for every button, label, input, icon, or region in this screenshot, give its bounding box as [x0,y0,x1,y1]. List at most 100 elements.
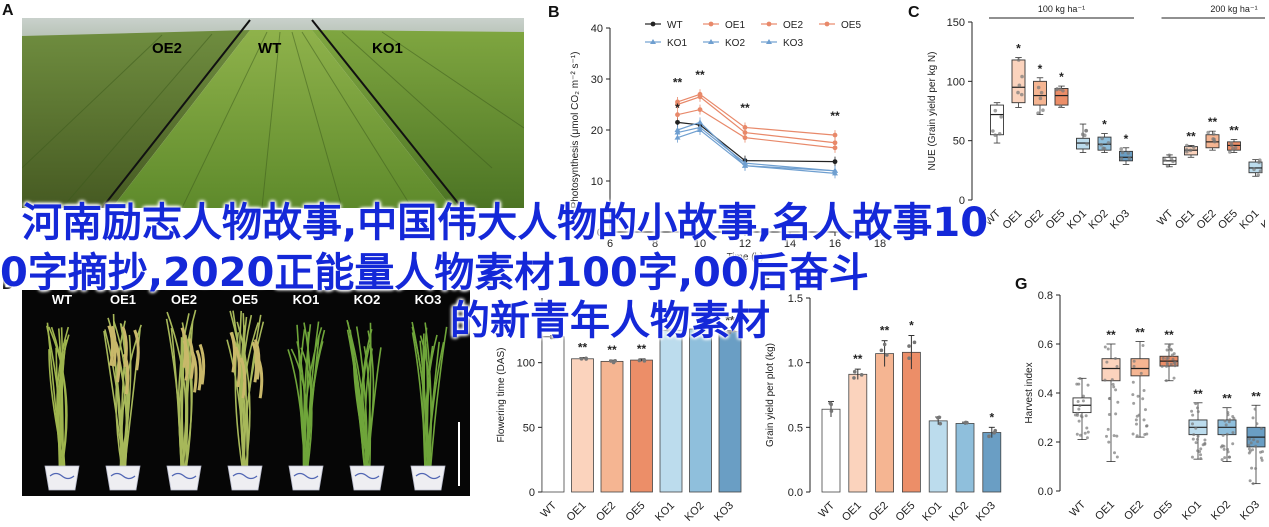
data-point [1078,376,1082,380]
legend-marker [650,39,656,44]
data-point [938,421,943,426]
y-tick-label: 100 [517,358,535,370]
data-point [1226,410,1230,414]
data-point [1115,365,1119,369]
data-point [1085,436,1089,440]
data-point [965,420,969,425]
legend-label: KO3 [783,38,803,49]
data-point [1143,433,1147,437]
data-point [1199,453,1203,457]
data-point [1100,136,1104,141]
x-tick-label: OE1 [840,500,864,524]
legend-label: OE5 [841,20,861,31]
x-tick-label: 8 [652,238,658,250]
data-point [1106,427,1110,431]
bar-ko1 [659,329,683,493]
data-point [1169,362,1173,366]
x-tick-label: OE1 [565,500,589,524]
significance-mark: ** [1135,326,1145,340]
data-point [1250,466,1254,470]
data-point [1190,409,1194,413]
data-point [885,353,889,357]
significance-mark: ** [1208,115,1218,129]
bar-wt [821,408,841,493]
plant-label-oe2: OE2 [170,292,197,307]
data-point [879,348,884,353]
box-wt [1072,376,1092,440]
legend-marker [708,39,714,44]
data-point [1206,130,1210,135]
data-point [1077,419,1081,423]
data-point [1107,440,1111,444]
data-point [829,402,833,407]
bar-oe1 [848,373,868,493]
data-point [1190,455,1194,459]
legend-label: KO1 [667,38,687,49]
data-point [1252,438,1256,442]
y-tick-label: 0 [959,195,965,207]
plant-label-ko2: KO2 [353,292,381,307]
data-point [1103,378,1107,382]
box-ko1 [1248,158,1263,177]
y-tick-label: 40 [591,23,603,35]
data-point [1252,167,1256,172]
data-point [1083,431,1087,435]
panel-label-e: E [487,276,498,293]
data-point [1116,400,1120,404]
legend-marker [650,21,656,27]
box-oe2 [1205,130,1220,151]
data-point [1107,412,1111,416]
data-point [1195,406,1199,410]
data-point [832,140,838,146]
overlay-title-line-2: 0字摘抄,2020正能量人物素材100字,00后奋斗 [0,250,869,296]
data-point [1259,426,1263,430]
data-point [675,119,680,125]
data-point [1165,348,1169,352]
bar-ko2 [689,328,712,493]
data-point [1075,432,1079,436]
data-point [1079,414,1083,418]
data-point [1131,432,1135,436]
data-point [742,162,748,168]
x-tick-label: 10 [694,238,706,250]
data-point [1058,104,1063,108]
data-point [1203,438,1207,442]
data-point [1170,353,1174,357]
data-point [1136,394,1140,398]
data-point [1225,432,1229,436]
panel-label-d: D [2,276,14,293]
data-point [1126,151,1131,155]
legend-label: OE1 [725,20,745,31]
data-point [1203,441,1207,445]
data-point [1191,422,1195,426]
data-point [1077,407,1081,411]
chart-b: 0 10 20 30 40 6 8 10 12 14 16 18 Time (h) Photosynthe… [570,20,886,263]
significance-mark: ** [695,68,705,82]
bar-oe5 [901,351,921,493]
data-point [697,107,703,112]
data-point [1099,142,1103,147]
box-body [1101,358,1121,382]
data-point [1257,160,1261,165]
data-point [1167,153,1172,158]
data-point [1199,447,1203,451]
data-point [852,376,856,380]
data-point [742,130,748,135]
x-tick-label: WT [1068,498,1089,519]
y-tick-label: 0.4 [1038,388,1053,400]
overlay-title-line-1: 河南励志人物故事,中国伟大人物的小故事,名人故事10 [22,200,989,246]
data-point [1106,141,1111,145]
data-point [1196,410,1200,414]
data-point [1131,380,1135,384]
data-point [1194,402,1198,406]
plant-label-wt: WT [51,292,73,307]
box-oe5 [1227,139,1241,154]
data-point [1103,345,1107,349]
data-point [549,335,554,340]
significance-mark: ** [696,311,706,325]
data-point [1171,159,1175,164]
data-point [1108,396,1112,400]
data-point [1261,450,1265,454]
